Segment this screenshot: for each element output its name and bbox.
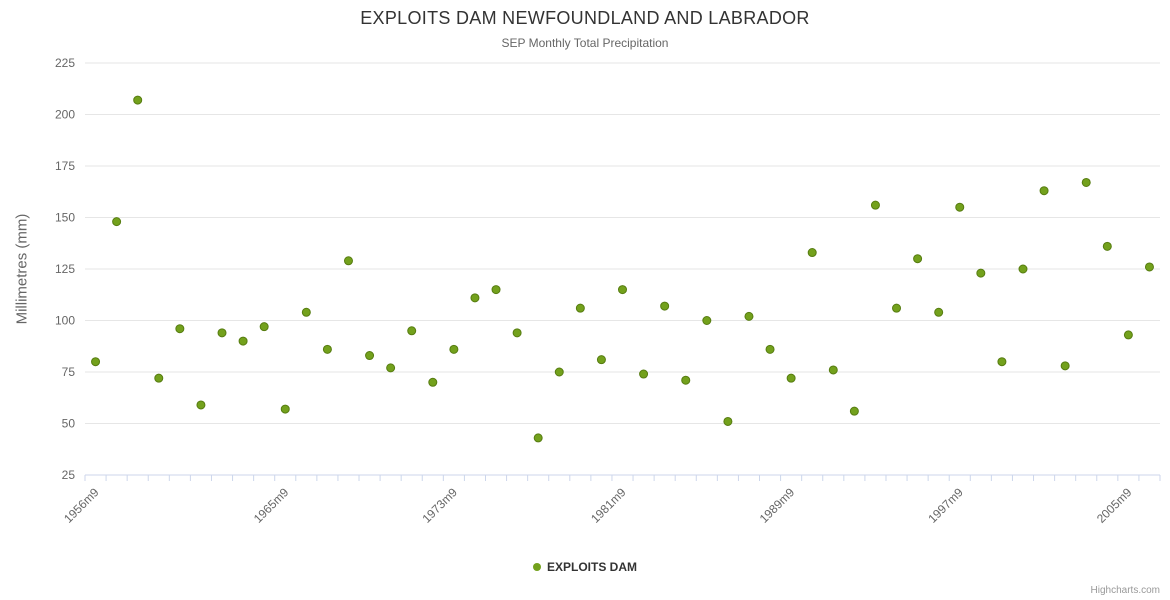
data-point[interactable]: 1957m9: 148 xyxy=(112,217,122,227)
data-point[interactable]: 1964m9: 97 xyxy=(259,322,269,332)
data-point[interactable]: 1985m9: 100 xyxy=(702,316,712,325)
data-point[interactable]: 1963m9: 90 xyxy=(238,336,248,346)
y-tick-label: 225 xyxy=(55,56,75,70)
data-point[interactable]: 2006m9: 126 xyxy=(1144,262,1154,272)
x-tick-label: 1973m9 xyxy=(419,485,460,526)
data-point[interactable]: 1968m9: 129 xyxy=(343,256,353,266)
data-point[interactable]: 1983m9: 107 xyxy=(660,301,670,311)
legend-item[interactable]: EXPLOITS DAM xyxy=(0,560,1170,574)
data-point[interactable]: 1972m9: 70 xyxy=(428,377,438,387)
data-point[interactable]: 1980m9: 81 xyxy=(596,355,606,365)
data-point[interactable]: 2004m9: 136 xyxy=(1102,241,1112,251)
data-point[interactable]: 1998m9: 123 xyxy=(976,268,986,278)
x-tick-label: 1956m9 xyxy=(61,485,102,526)
credits-link[interactable]: Highcharts.com xyxy=(1090,585,1160,596)
data-point[interactable]: 1999m9: 80 xyxy=(997,357,1007,367)
y-tick-label: 200 xyxy=(55,108,75,122)
data-point[interactable]: 1981m9: 115 xyxy=(618,285,627,295)
data-point[interactable]: 1961m9: 59 xyxy=(196,400,206,410)
x-tick-label: 2005m9 xyxy=(1094,485,1135,526)
data-point[interactable]: 1984m9: 71 xyxy=(681,375,691,385)
y-tick-label: 75 xyxy=(62,365,76,379)
data-point[interactable]: 1987m9: 102 xyxy=(744,311,754,321)
data-point[interactable]: 1992m9: 56 xyxy=(849,406,859,416)
y-tick-label: 25 xyxy=(62,468,76,482)
x-tick-label: 1997m9 xyxy=(925,485,966,526)
data-point[interactable]: 1996m9: 104 xyxy=(934,307,944,317)
data-point[interactable]: 1993m9: 156 xyxy=(870,200,880,210)
data-point[interactable]: 1978m9: 75 xyxy=(554,367,564,377)
data-point[interactable]: 2005m9: 93 xyxy=(1123,330,1133,340)
data-point[interactable]: 1979m9: 106 xyxy=(575,303,585,313)
data-point[interactable]: 2000m9: 125 xyxy=(1018,264,1028,274)
data-point[interactable]: 1976m9: 94 xyxy=(512,328,522,338)
data-point[interactable]: 1982m9: 74 xyxy=(639,369,649,379)
data-point[interactable]: 1974m9: 111 xyxy=(470,293,480,303)
data-point[interactable]: 1958m9: 207 xyxy=(133,95,143,105)
chart-subtitle: SEP Monthly Total Precipitation xyxy=(501,36,669,50)
data-point[interactable]: 1966m9: 104 xyxy=(301,307,311,317)
data-point[interactable]: 2001m9: 163 xyxy=(1039,186,1049,196)
data-point[interactable]: 1962m9: 94 xyxy=(217,328,227,338)
data-point[interactable]: 1967m9: 86 xyxy=(322,344,332,354)
y-tick-label: 175 xyxy=(55,159,75,173)
data-point[interactable]: 1986m9: 51 xyxy=(723,416,733,426)
data-point[interactable]: 1973m9: 86 xyxy=(449,344,459,354)
data-point[interactable]: 1971m9: 95 xyxy=(407,326,417,336)
data-point[interactable]: 1994m9: 106 xyxy=(892,303,902,313)
chart-title: EXPLOITS DAM NEWFOUNDLAND AND LABRADOR xyxy=(360,8,810,28)
data-point[interactable]: 1990m9: 133 xyxy=(807,248,817,258)
data-point[interactable]: 1960m9: 96 xyxy=(175,324,185,334)
data-point[interactable]: 1997m9: 155 xyxy=(955,202,965,212)
data-point[interactable]: 1989m9: 72 xyxy=(786,373,796,383)
data-point[interactable]: 1956m9: 80 xyxy=(91,357,101,367)
x-tick-label: 1981m9 xyxy=(588,485,629,526)
legend-marker-icon xyxy=(532,563,541,571)
data-point[interactable]: 1970m9: 77 xyxy=(386,363,396,373)
data-point[interactable]: 1969m9: 83 xyxy=(365,351,375,361)
data-point[interactable]: 1995m9: 130 xyxy=(913,254,923,264)
x-tick-label: 1989m9 xyxy=(757,485,798,526)
x-tick-label: 1965m9 xyxy=(251,485,292,526)
data-point[interactable]: 1977m9: 43 xyxy=(533,433,543,443)
data-point[interactable]: 2002m9: 78 xyxy=(1060,361,1070,371)
data-point[interactable]: 2003m9: 167 xyxy=(1081,177,1091,187)
y-tick-label: 125 xyxy=(55,262,75,276)
legend-label: EXPLOITS DAM xyxy=(546,560,637,574)
data-point[interactable]: 1988m9: 86 xyxy=(765,344,775,354)
data-point[interactable]: 1965m9: 57 xyxy=(280,404,290,414)
y-tick-label: 50 xyxy=(62,417,76,431)
y-tick-label: 150 xyxy=(55,211,75,225)
data-point[interactable]: 1991m9: 76 xyxy=(828,365,838,375)
y-tick-label: 100 xyxy=(55,314,75,328)
data-point[interactable]: 1975m9: 115 xyxy=(491,285,501,295)
data-point[interactable]: 1959m9: 72 xyxy=(154,373,164,383)
